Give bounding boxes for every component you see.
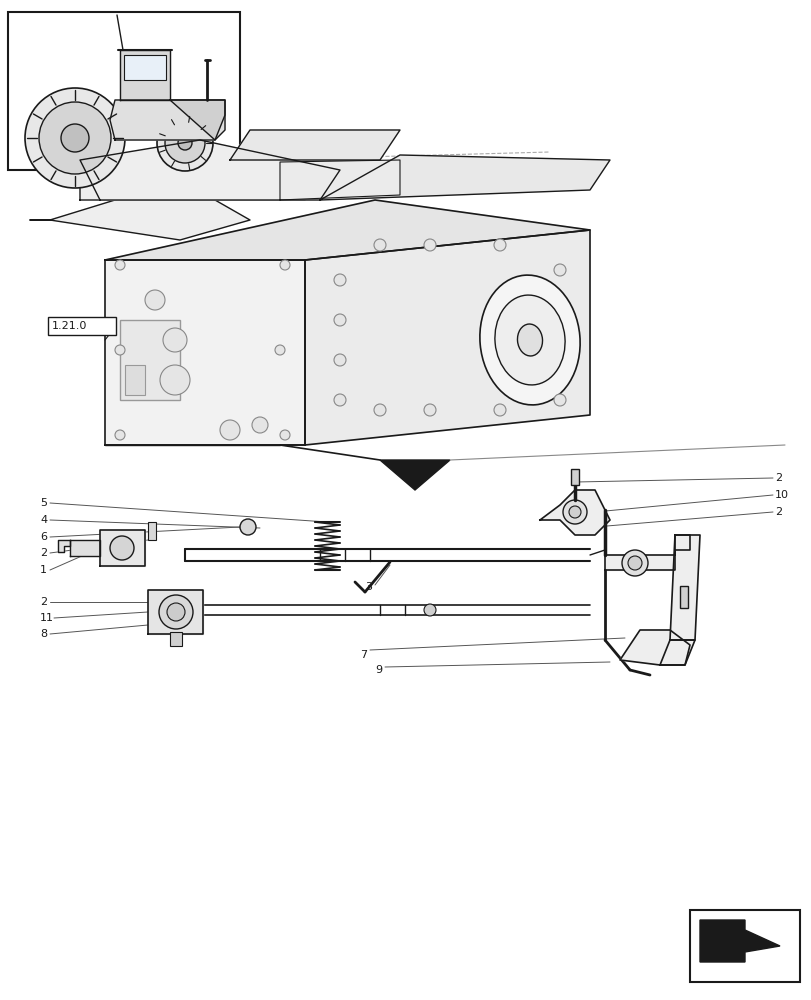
Circle shape — [167, 603, 185, 621]
Bar — [679, 586, 687, 608]
Circle shape — [553, 264, 565, 276]
Circle shape — [178, 136, 191, 150]
Circle shape — [280, 260, 290, 270]
Circle shape — [553, 394, 565, 406]
Circle shape — [423, 604, 436, 616]
Circle shape — [220, 420, 240, 440]
Circle shape — [374, 404, 385, 416]
Circle shape — [145, 290, 165, 310]
Text: 5: 5 — [40, 498, 47, 508]
Polygon shape — [105, 200, 590, 260]
Text: 6: 6 — [40, 532, 47, 542]
Text: 4: 4 — [40, 515, 47, 525]
Polygon shape — [20, 100, 190, 160]
Text: 2: 2 — [774, 507, 781, 517]
Circle shape — [115, 430, 125, 440]
Text: 11: 11 — [40, 613, 54, 623]
Polygon shape — [320, 155, 609, 200]
Bar — [125, 365, 145, 395]
Circle shape — [115, 345, 125, 355]
Polygon shape — [699, 920, 779, 962]
Bar — [48, 317, 116, 335]
Text: 9: 9 — [375, 665, 382, 675]
Polygon shape — [148, 590, 203, 634]
Text: 2: 2 — [40, 597, 47, 607]
Bar — [169, 632, 182, 646]
Polygon shape — [669, 535, 699, 640]
Ellipse shape — [517, 324, 542, 356]
Bar — [570, 469, 578, 485]
Text: 7: 7 — [359, 650, 367, 660]
Bar — [148, 522, 156, 540]
Text: 2: 2 — [40, 548, 47, 558]
Circle shape — [163, 328, 187, 352]
Ellipse shape — [479, 275, 579, 405]
Circle shape — [562, 500, 586, 524]
Circle shape — [627, 556, 642, 570]
Polygon shape — [659, 640, 694, 665]
Bar — [8, 12, 240, 170]
Circle shape — [374, 239, 385, 251]
Text: 3: 3 — [365, 582, 371, 592]
Polygon shape — [539, 490, 609, 535]
Circle shape — [423, 239, 436, 251]
Circle shape — [423, 404, 436, 416]
Circle shape — [333, 354, 345, 366]
Polygon shape — [620, 630, 689, 665]
Polygon shape — [120, 50, 169, 100]
Polygon shape — [105, 260, 305, 445]
Bar — [689, 910, 799, 982]
Circle shape — [493, 239, 505, 251]
Circle shape — [165, 123, 204, 163]
Circle shape — [621, 550, 647, 576]
Ellipse shape — [494, 295, 564, 385]
Polygon shape — [80, 140, 340, 200]
Text: 8: 8 — [40, 629, 47, 639]
Circle shape — [251, 417, 268, 433]
Circle shape — [569, 506, 581, 518]
Polygon shape — [30, 180, 250, 240]
Circle shape — [240, 519, 255, 535]
Polygon shape — [230, 130, 400, 160]
Polygon shape — [100, 530, 145, 566]
Polygon shape — [305, 230, 590, 445]
Text: 1.21.0: 1.21.0 — [52, 321, 88, 331]
Polygon shape — [50, 140, 250, 180]
Polygon shape — [280, 160, 400, 200]
Circle shape — [39, 102, 111, 174]
Circle shape — [25, 88, 125, 188]
Polygon shape — [380, 460, 449, 490]
Circle shape — [159, 595, 193, 629]
Circle shape — [109, 536, 134, 560]
Bar — [124, 55, 165, 80]
Bar — [120, 320, 180, 400]
Circle shape — [333, 314, 345, 326]
Text: 10: 10 — [774, 490, 788, 500]
Circle shape — [333, 394, 345, 406]
Circle shape — [160, 365, 190, 395]
Polygon shape — [604, 535, 689, 570]
Circle shape — [115, 260, 125, 270]
Circle shape — [61, 124, 89, 152]
Circle shape — [275, 345, 285, 355]
Circle shape — [280, 430, 290, 440]
Polygon shape — [80, 140, 329, 200]
Circle shape — [157, 115, 212, 171]
Polygon shape — [109, 100, 225, 140]
Polygon shape — [169, 100, 225, 140]
Text: 2: 2 — [774, 473, 781, 483]
Text: 1: 1 — [40, 565, 47, 575]
Polygon shape — [70, 540, 100, 556]
Circle shape — [333, 274, 345, 286]
Circle shape — [493, 404, 505, 416]
Polygon shape — [58, 540, 70, 552]
